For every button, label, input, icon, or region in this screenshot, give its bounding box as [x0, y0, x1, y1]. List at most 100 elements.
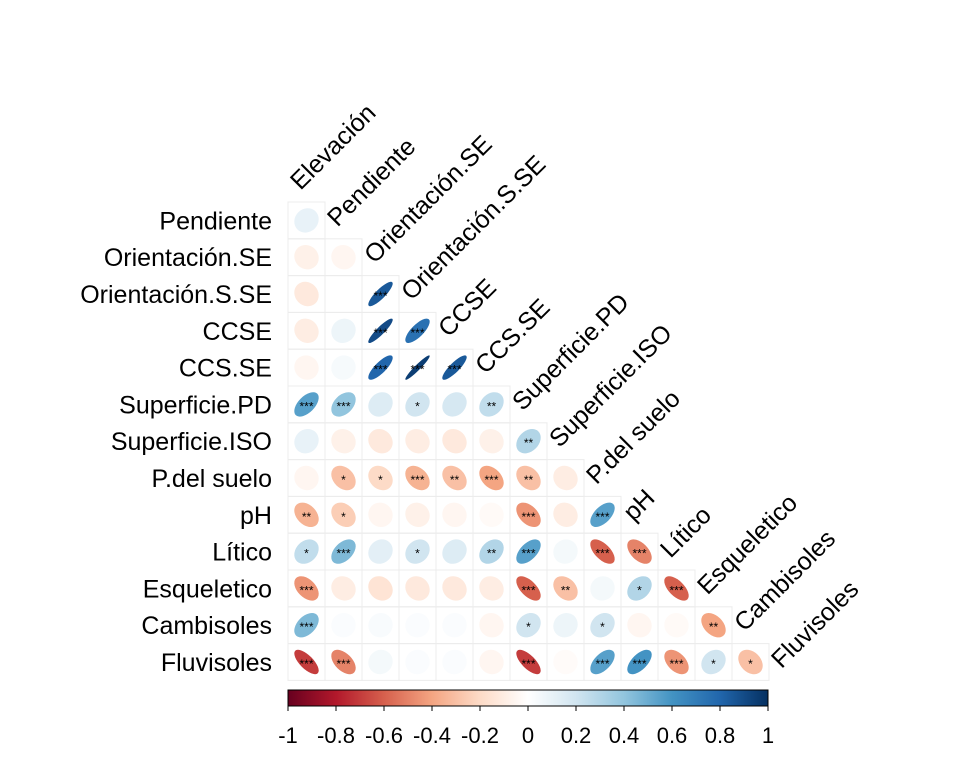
corr-ellipse [368, 281, 393, 307]
corr-ellipse [294, 649, 319, 675]
significance-label: * [304, 547, 309, 561]
corr-ellipse [405, 539, 430, 564]
corr-ellipse [331, 539, 356, 564]
corr-cell: *** [368, 318, 393, 344]
corr-ellipse [442, 465, 467, 491]
significance-label: ** [709, 620, 719, 634]
corr-ellipse [516, 539, 541, 564]
corr-cell: * [701, 649, 726, 675]
significance-label: *** [336, 547, 350, 561]
corr-cell [553, 649, 578, 675]
corr-ellipse [664, 576, 689, 601]
corr-cell: *** [516, 539, 541, 564]
significance-label: *** [595, 510, 609, 524]
corr-cell: *** [331, 392, 356, 417]
corr-ellipse [442, 576, 467, 601]
corr-ellipse [553, 465, 578, 491]
significance-label: * [415, 399, 420, 413]
corr-cell: *** [664, 576, 689, 601]
corr-ellipse [405, 355, 430, 380]
corr-cell: *** [590, 539, 615, 564]
corr-ellipse [294, 355, 319, 380]
corr-cell: * [331, 502, 356, 528]
corr-ellipse [294, 612, 319, 638]
corr-cell [331, 428, 356, 454]
corr-cell [442, 649, 467, 675]
significance-label: ** [302, 510, 312, 524]
significance-label: ** [524, 473, 534, 487]
significance-label: ** [487, 547, 497, 561]
corr-ellipse [701, 612, 726, 638]
corr-cell: ** [442, 465, 467, 491]
significance-label: *** [299, 620, 313, 634]
corr-ellipse [294, 539, 319, 564]
corr-ellipse [405, 318, 430, 344]
corr-ellipse [516, 465, 541, 491]
corr-ellipse [553, 576, 578, 601]
corr-ellipse [479, 649, 504, 675]
corr-cell: *** [368, 355, 393, 380]
row-label: Superficie.ISO [111, 428, 272, 456]
corr-ellipse [405, 576, 430, 601]
significance-label: *** [336, 399, 350, 413]
corr-cell [331, 612, 356, 638]
corr-ellipse [442, 649, 467, 675]
corr-cell [368, 649, 393, 675]
colorbar-tick-label: 0.2 [561, 723, 592, 748]
significance-label: *** [410, 326, 424, 340]
colorbar-tick-label: -1 [278, 723, 298, 748]
significance-label: *** [669, 583, 683, 597]
corr-ellipse [516, 612, 541, 638]
corr-cell: *** [294, 576, 319, 601]
corr-ellipse [405, 465, 430, 491]
significance-label: *** [595, 657, 609, 671]
corr-cell [442, 612, 467, 638]
corr-ellipse [553, 539, 578, 564]
corr-ellipse [331, 576, 356, 601]
corr-ellipse [442, 392, 467, 417]
corr-ellipse [553, 649, 578, 675]
row-label: Cambisoles [141, 612, 272, 640]
significance-label: *** [521, 510, 535, 524]
corr-cell [405, 428, 430, 454]
corr-cell [405, 649, 430, 675]
corr-ellipse [368, 612, 393, 638]
corr-cell [479, 576, 504, 601]
corr-ellipse [294, 465, 319, 491]
corr-ellipse [627, 612, 652, 638]
corr-ellipse [368, 428, 393, 454]
corr-cell [479, 502, 504, 528]
corr-cell [479, 649, 504, 675]
corr-ellipse [590, 649, 615, 675]
significance-label: *** [299, 399, 313, 413]
corr-ellipse [331, 392, 356, 417]
significance-label: ** [524, 436, 534, 450]
significance-label: *** [521, 583, 535, 597]
column-label: Orientación.SE [359, 130, 498, 269]
corr-cell: *** [405, 465, 430, 491]
corr-ellipse [664, 649, 689, 675]
row-label: Superficie.PD [119, 391, 272, 419]
corr-cell [442, 502, 467, 528]
corr-cell: * [405, 539, 430, 564]
significance-label: ** [450, 473, 460, 487]
corr-cell [405, 502, 430, 528]
corr-cell: *** [331, 539, 356, 564]
corr-cell [368, 428, 393, 454]
corr-cell [405, 576, 430, 601]
corr-ellipse [294, 208, 319, 233]
colorbar-tick-label: 1 [762, 723, 774, 748]
colorbar-tick-label: 0.4 [609, 723, 640, 748]
corr-ellipse [516, 502, 541, 528]
corr-cell: ** [479, 392, 504, 417]
colorbar-tick-label: -0.6 [365, 723, 403, 748]
corr-cell [294, 244, 319, 270]
corr-cell [442, 576, 467, 601]
significance-label: *** [410, 363, 424, 377]
corr-ellipse [331, 428, 356, 454]
significance-label: *** [484, 473, 498, 487]
corr-ellipse [294, 576, 319, 601]
corr-cell [294, 318, 319, 344]
corr-ellipse [627, 649, 652, 675]
row-label: Fluvisoles [161, 649, 272, 677]
